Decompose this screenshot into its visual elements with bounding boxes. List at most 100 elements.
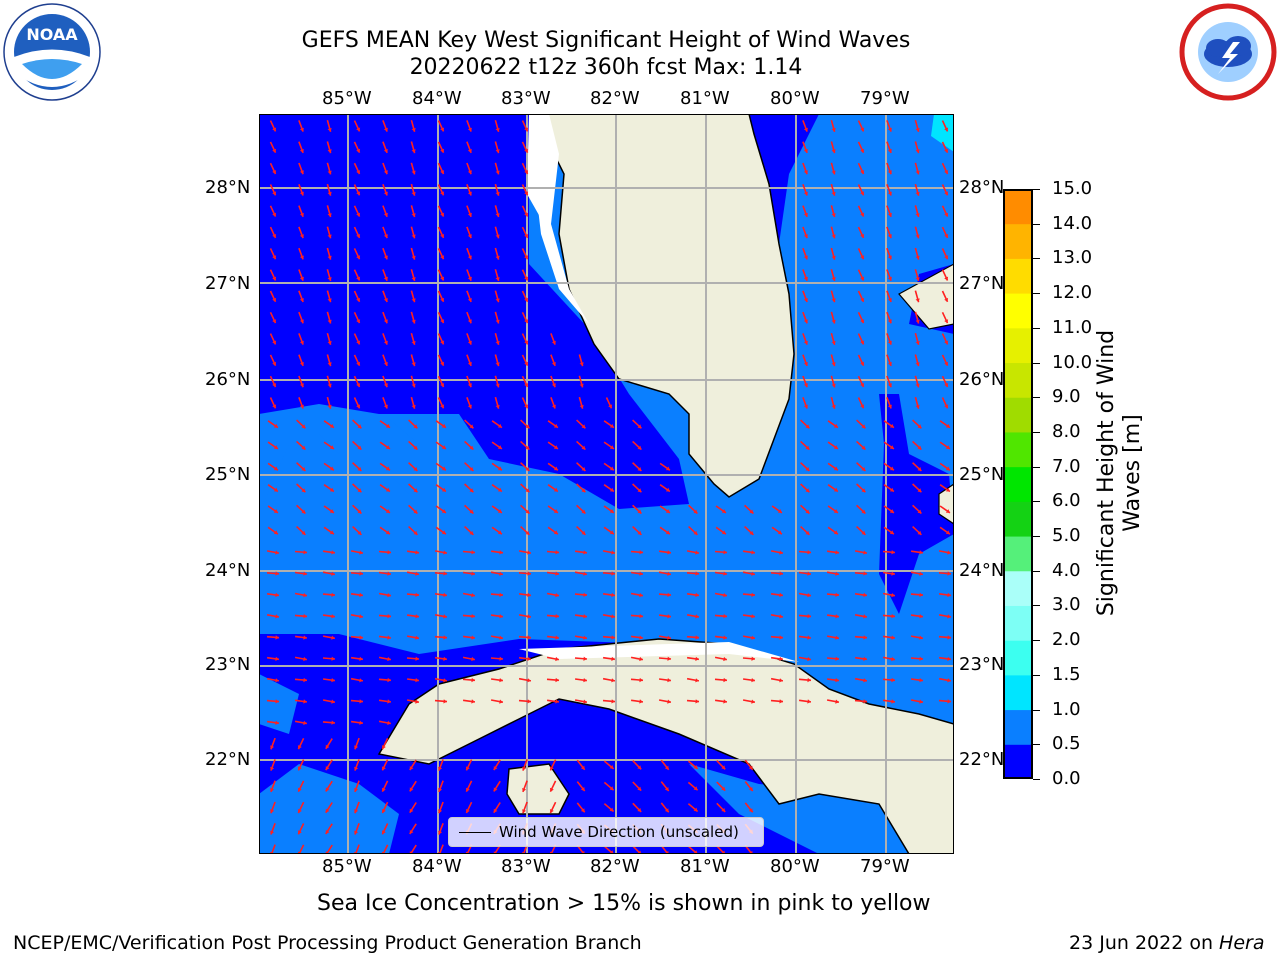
wind-wave-arrowhead xyxy=(835,571,839,576)
wind-wave-arrowhead xyxy=(803,255,808,260)
wind-wave-arrowhead xyxy=(301,445,306,450)
wind-wave-arrowhead xyxy=(779,592,783,598)
wind-wave-arrowhead xyxy=(299,170,304,175)
noaa-logo-text: NOAA xyxy=(26,25,78,44)
colorbar-tick-mark xyxy=(1033,327,1040,329)
wind-wave-arrowhead xyxy=(299,149,304,153)
wind-wave-arrowhead xyxy=(751,614,755,619)
wind-wave-arrowhead xyxy=(665,530,670,535)
wind-wave-arrowhead xyxy=(639,656,643,662)
wind-wave-arrowhead xyxy=(359,720,363,725)
wind-wave-arrowhead xyxy=(527,614,531,619)
wind-wave-arrowhead xyxy=(413,445,418,450)
wind-wave-arrowhead xyxy=(411,128,416,132)
wind-wave-arrowhead xyxy=(275,550,279,555)
wind-wave-arrowhead xyxy=(944,361,949,366)
wind-wave-arrowhead xyxy=(555,635,559,640)
wind-wave-arrowhead xyxy=(639,677,643,683)
wind-wave-arrowhead xyxy=(919,592,923,597)
wind-wave-arrowhead xyxy=(944,212,949,217)
wind-wave-arrowhead xyxy=(803,404,808,409)
wind-wave-arrowhead xyxy=(443,699,447,704)
wind-wave-arrowhead xyxy=(807,656,811,662)
wind-wave-arrowhead xyxy=(807,699,811,704)
colorbar-tick-label: 14.0 xyxy=(1052,212,1093,234)
wind-wave-arrowhead xyxy=(611,678,615,683)
wind-wave-arrowhead xyxy=(887,298,892,302)
wind-wave-arrowhead xyxy=(860,191,865,196)
wind-wave-arrowhead xyxy=(440,148,445,153)
wind-wave-arrowhead xyxy=(527,678,531,683)
wind-wave-arrowhead xyxy=(915,319,920,324)
wind-wave-arrowhead xyxy=(272,170,277,174)
wind-wave-arrowhead xyxy=(495,234,500,239)
wind-wave-arrowhead xyxy=(664,765,669,770)
colorbar-tick-label: 2.0 xyxy=(1052,629,1081,651)
wind-wave-arrowhead xyxy=(861,530,866,535)
wind-wave-arrowhead xyxy=(863,699,867,704)
wind-wave-arrowhead xyxy=(831,128,836,132)
wind-wave-arrowhead xyxy=(297,766,302,771)
wind-wave-arrowhead xyxy=(860,255,865,260)
wind-wave-arrowhead xyxy=(833,445,838,449)
wind-wave-arrowhead xyxy=(831,383,836,388)
wind-wave-arrowhead xyxy=(891,593,895,598)
wind-wave-arrowhead xyxy=(803,127,808,132)
wind-wave-arrowhead xyxy=(915,362,920,367)
wind-wave-arrowhead xyxy=(327,255,332,260)
wind-wave-arrowhead xyxy=(580,787,585,791)
wind-wave-arrowhead xyxy=(889,530,894,535)
lat-tick-left-3: 26°N xyxy=(205,369,251,390)
wind-wave-arrowhead xyxy=(524,191,529,196)
wind-wave-arrowhead xyxy=(493,808,498,813)
wind-wave-arrowhead xyxy=(803,191,808,196)
wind-wave-arrowhead xyxy=(524,212,529,217)
wind-wave-arrowhead xyxy=(581,530,586,535)
wind-wave-arrowhead xyxy=(385,487,390,492)
wind-wave-arrowhead xyxy=(863,656,867,661)
wind-wave-arrowhead xyxy=(356,340,361,345)
wind-wave-arrowhead xyxy=(860,319,865,324)
wind-wave-arrowhead xyxy=(555,550,559,555)
wind-wave-arrowhead xyxy=(357,445,362,450)
map-title-line1: GEFS MEAN Key West Significant Height of… xyxy=(301,28,911,53)
wind-wave-arrowhead xyxy=(723,699,727,704)
map-legend: Wind Wave Direction (unscaled) xyxy=(448,817,764,847)
wind-wave-arrowhead xyxy=(467,149,472,153)
wind-wave-arrowhead xyxy=(303,635,307,640)
wind-wave-arrowhead xyxy=(522,788,527,792)
wind-wave-arrowhead xyxy=(467,234,472,239)
wind-wave-arrowhead xyxy=(860,297,865,302)
wind-wave-arrowhead xyxy=(944,383,949,387)
wind-wave-arrowhead xyxy=(272,255,277,260)
wind-wave-arrowhead xyxy=(777,509,782,513)
wind-wave-arrowhead xyxy=(385,509,390,513)
wind-wave-arrowhead xyxy=(609,487,614,492)
wind-wave-arrowhead xyxy=(467,191,472,196)
wind-wave-arrowhead xyxy=(777,530,782,535)
wind-wave-arrowhead xyxy=(411,298,416,303)
wind-wave-arrowhead xyxy=(385,423,390,428)
wind-wave-arrowhead xyxy=(331,571,335,576)
wind-wave-arrowhead xyxy=(664,808,669,813)
wind-wave-arrowhead xyxy=(411,383,416,388)
wind-wave-arrowhead xyxy=(383,127,388,132)
wind-wave-arrowhead xyxy=(723,656,727,662)
lon-tick-top-1: 85°W xyxy=(322,88,372,109)
wind-wave-arrowhead xyxy=(415,592,419,597)
wind-wave-arrowhead xyxy=(327,404,332,409)
wind-wave-arrowhead xyxy=(383,255,388,260)
wind-wave-arrowhead xyxy=(553,423,558,428)
legend-line-icon xyxy=(459,831,491,833)
wind-wave-arrowhead xyxy=(553,445,558,449)
wind-wave-arrowhead xyxy=(495,277,500,281)
wind-wave-arrowhead xyxy=(831,362,836,367)
wind-wave-arrowhead xyxy=(581,509,586,514)
wind-wave-arrowhead xyxy=(945,487,950,492)
wind-wave-arrowhead xyxy=(297,745,302,750)
wind-wave-arrowhead xyxy=(779,635,783,640)
wind-wave-arrowhead xyxy=(583,592,587,597)
wind-wave-arrowhead xyxy=(779,656,783,661)
wind-wave-arrowhead xyxy=(381,745,386,750)
wind-wave-arrowhead xyxy=(272,191,277,196)
